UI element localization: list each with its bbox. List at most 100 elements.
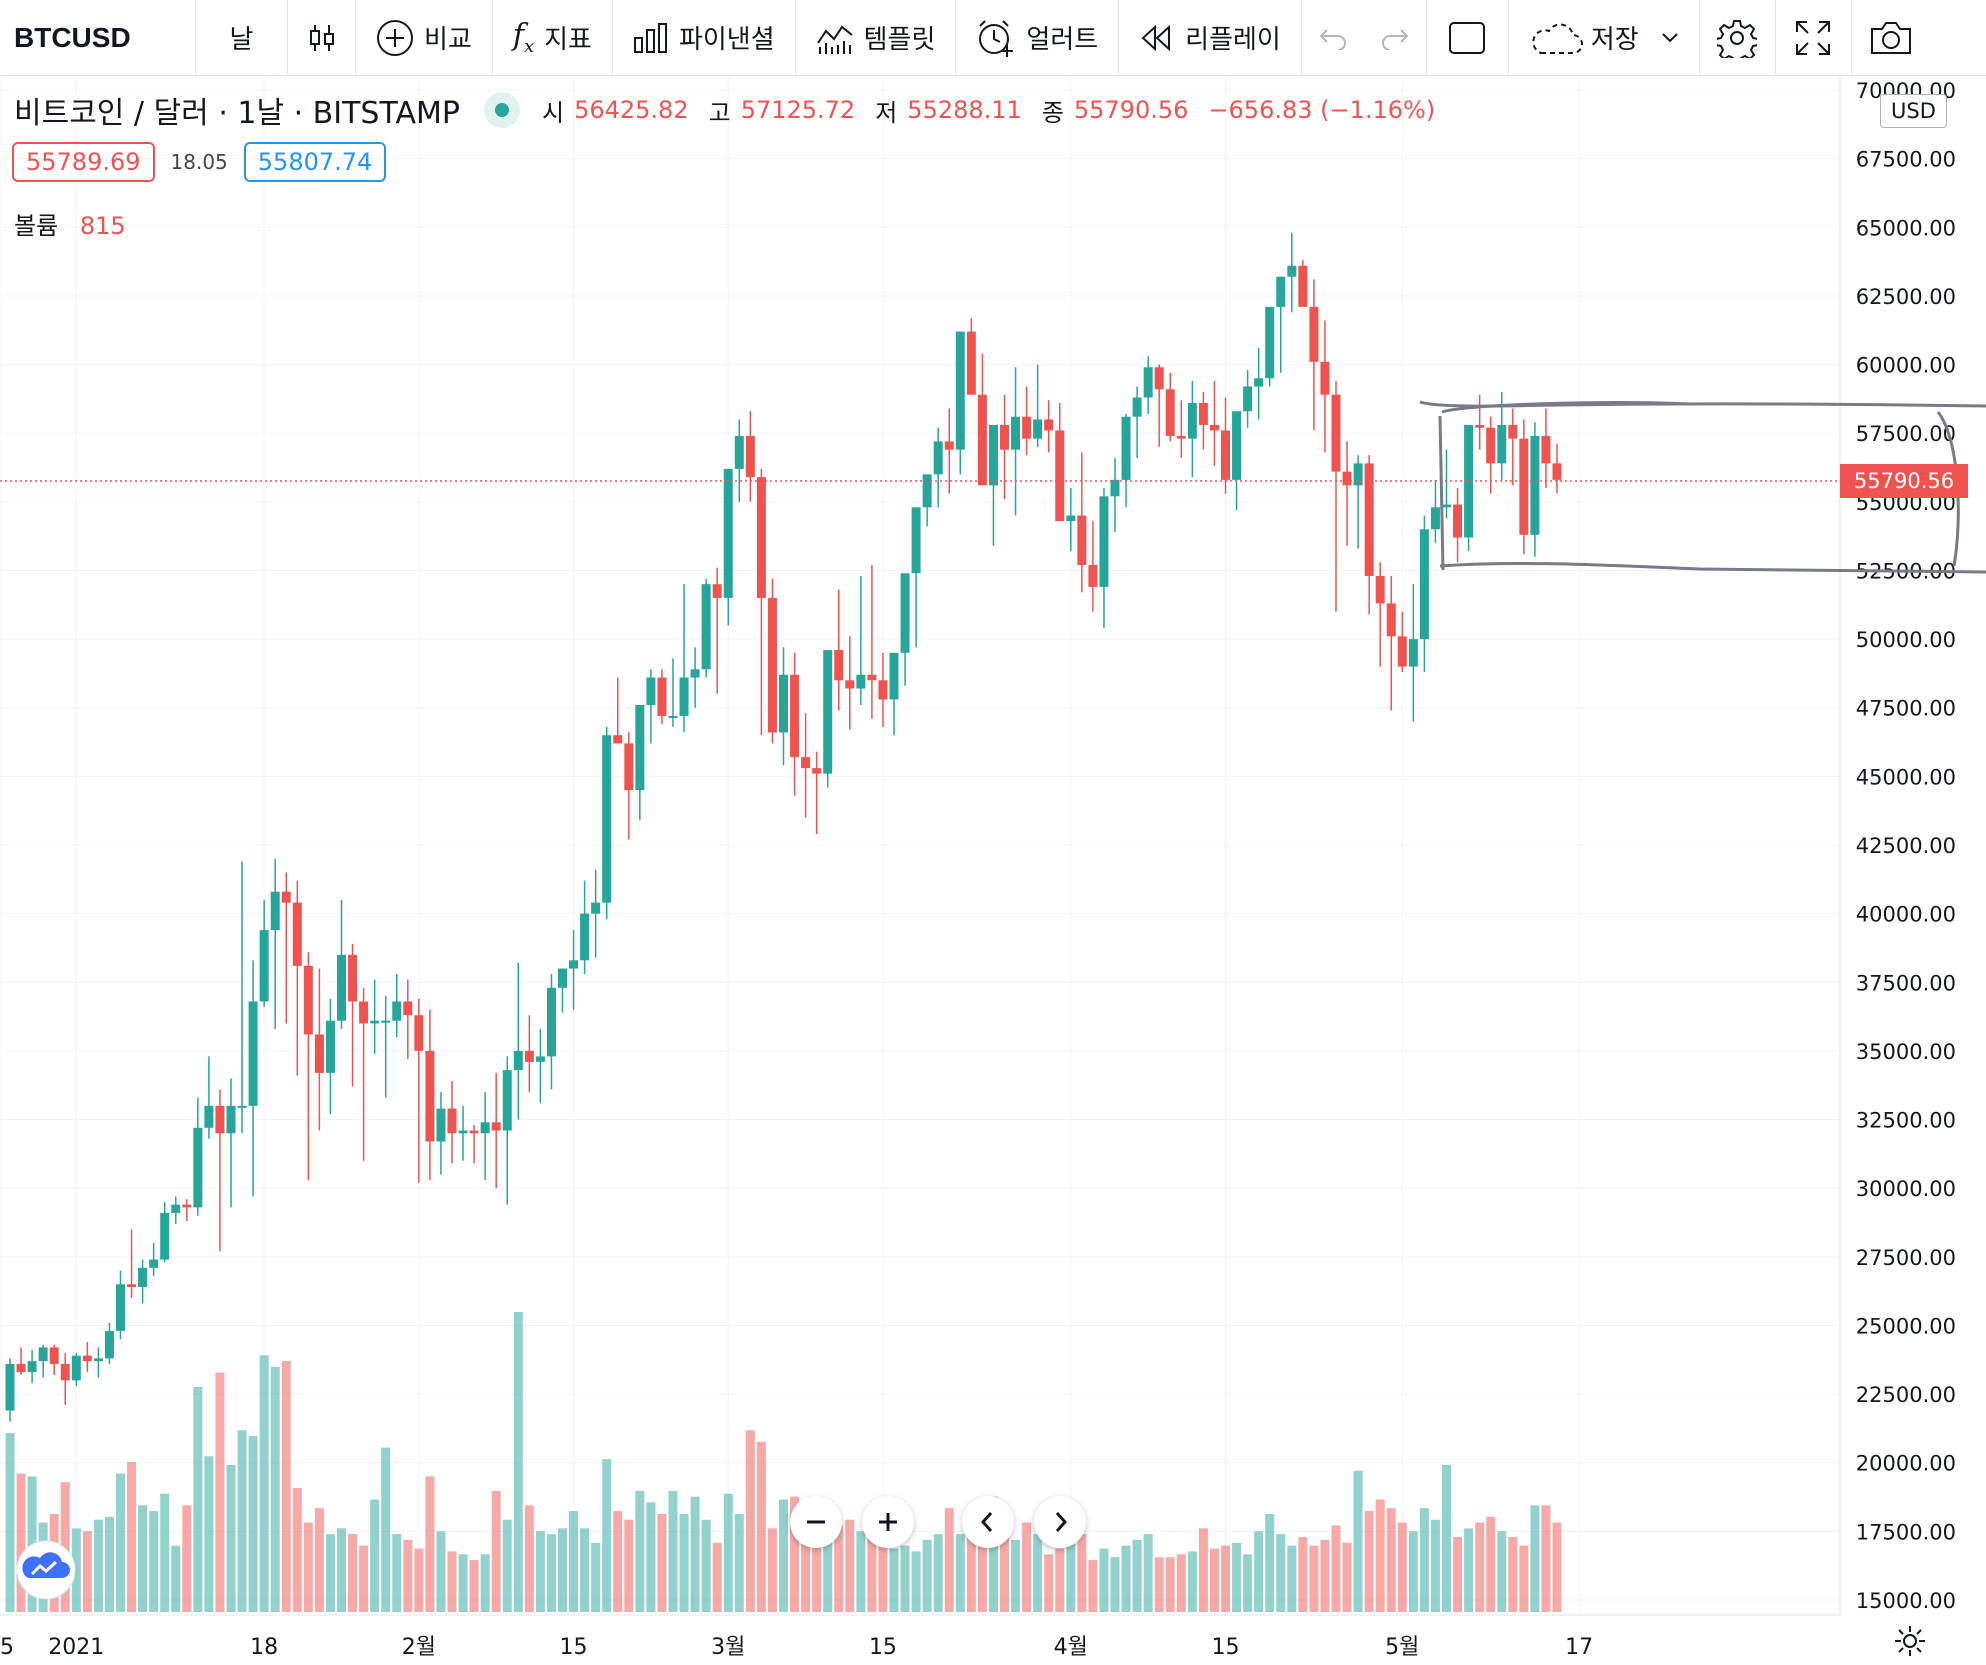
volume-bar: [911, 1551, 921, 1612]
volume-bar: [1442, 1464, 1451, 1612]
financials-button[interactable]: 파이낸셜: [613, 0, 796, 76]
volume-bar: [1475, 1522, 1485, 1612]
scroll-left-button[interactable]: [962, 1496, 1014, 1548]
templates-button[interactable]: 템플릿: [796, 0, 957, 76]
cloud-icon: [1532, 23, 1583, 54]
chevron-down-icon[interactable]: [1661, 32, 1679, 44]
candle-body: [1486, 427, 1496, 464]
candle: [1110, 457, 1120, 533]
candle-body: [1497, 424, 1507, 464]
candle-body: [1375, 575, 1385, 604]
sell-button[interactable]: 55789.69: [12, 142, 155, 182]
candle: [900, 573, 910, 686]
candle-body: [756, 477, 766, 598]
price-tick-label: 62500.00: [1856, 285, 1956, 309]
template-chart-icon: [816, 25, 853, 54]
volume-bar: [215, 1372, 225, 1612]
volume-bar: [1154, 1557, 1164, 1612]
axis-settings-icon[interactable]: [1893, 1624, 1927, 1658]
fullscreen-toggle-button[interactable]: [1427, 0, 1509, 76]
chart-style-button[interactable]: [288, 0, 356, 76]
market-status-indicator[interactable]: [483, 92, 520, 128]
price-tick-label: 35000.00: [1856, 1040, 1956, 1064]
buy-button[interactable]: 55807.74: [243, 142, 387, 182]
candle: [71, 1352, 81, 1386]
candle-body: [1287, 265, 1297, 277]
undo-button[interactable]: [1302, 0, 1364, 76]
candle-body: [27, 1361, 37, 1373]
candle: [1298, 260, 1308, 307]
candle: [82, 1341, 92, 1373]
volume-bar: [668, 1490, 678, 1612]
time-tick-label: 15: [560, 1635, 588, 1660]
redo-button[interactable]: [1364, 0, 1427, 76]
undo-icon: [1319, 28, 1346, 50]
fullscreen-button[interactable]: [1776, 0, 1852, 76]
price-tick-label: 57500.00: [1856, 422, 1956, 446]
price-axis[interactable]: 70000.0067500.0065000.0062500.0060000.00…: [1839, 76, 1956, 1615]
candle-body: [966, 331, 976, 395]
time-tick-label: 5월: [1385, 1635, 1419, 1660]
candle: [1287, 232, 1297, 313]
candle-body: [1110, 479, 1120, 497]
candle: [447, 1081, 457, 1164]
candle: [1132, 386, 1142, 458]
candle: [1276, 276, 1286, 373]
zoom-out-button[interactable]: [790, 1496, 842, 1548]
volume-bar: [1430, 1519, 1440, 1612]
candle-body: [635, 704, 645, 791]
settings-button[interactable]: [1700, 0, 1776, 76]
status-dot-icon: [494, 103, 509, 117]
change-value: −656.83 (−1.16%): [1208, 96, 1436, 124]
candle: [756, 468, 766, 736]
candle-body: [1132, 397, 1142, 417]
candle-body: [889, 652, 899, 700]
candle-body: [425, 1050, 435, 1142]
price-tick-label: 37500.00: [1856, 971, 1956, 995]
volume-bar: [723, 1493, 733, 1612]
candle-body: [1232, 411, 1242, 480]
currency-badge[interactable]: USD: [1880, 94, 1947, 128]
volume-legend[interactable]: 볼륨 815: [14, 206, 126, 241]
candle: [1011, 367, 1021, 516]
candle-body: [734, 435, 744, 469]
legend-title[interactable]: 비트코인 / 달러 · 1날 · BITSTAMP: [14, 96, 460, 131]
time-axis[interactable]: 5 2021 18 2월 15 3월 15 4월 15 5월 17: [0, 1614, 1840, 1660]
zoom-in-button[interactable]: [862, 1496, 914, 1548]
scroll-right-button[interactable]: [1034, 1496, 1086, 1548]
replay-button[interactable]: 리플레이: [1119, 0, 1302, 76]
candle-body: [447, 1108, 457, 1134]
candle-body: [237, 1105, 247, 1108]
volume-bar: [182, 1505, 192, 1612]
volume-bar: [1342, 1542, 1352, 1612]
volume-bar: [5, 1433, 15, 1612]
candle: [1198, 392, 1208, 450]
compare-button[interactable]: 비교: [356, 0, 493, 76]
candle: [237, 861, 247, 1134]
candle: [325, 998, 335, 1115]
candle: [944, 408, 954, 494]
volume-bar: [337, 1528, 346, 1612]
alert-button[interactable]: 얼러트: [956, 0, 1120, 76]
snapshot-button[interactable]: [1852, 0, 1930, 76]
candle-body: [1320, 361, 1330, 395]
candle-body: [204, 1105, 214, 1128]
candle: [1486, 416, 1496, 494]
tradingview-logo[interactable]: [16, 1540, 76, 1604]
candle-body: [436, 1108, 446, 1142]
volume-bar: [712, 1542, 722, 1612]
high-value: 57125.72: [740, 96, 856, 124]
volume-bar: [303, 1522, 313, 1612]
indicators-button[interactable]: fx 지표: [493, 0, 613, 76]
save-button[interactable]: 저장: [1509, 0, 1700, 76]
candle-body: [1464, 424, 1474, 538]
interval-button[interactable]: 날: [196, 0, 288, 76]
symbol-search-button[interactable]: BTCUSD: [0, 0, 196, 76]
price-tick-label: 17500.00: [1856, 1520, 1956, 1544]
candle-body: [679, 677, 689, 716]
candle-body: [1408, 639, 1418, 667]
last-price-tag: 55790.56: [1840, 464, 1968, 498]
candle: [701, 578, 711, 678]
volume-bar: [325, 1534, 335, 1612]
